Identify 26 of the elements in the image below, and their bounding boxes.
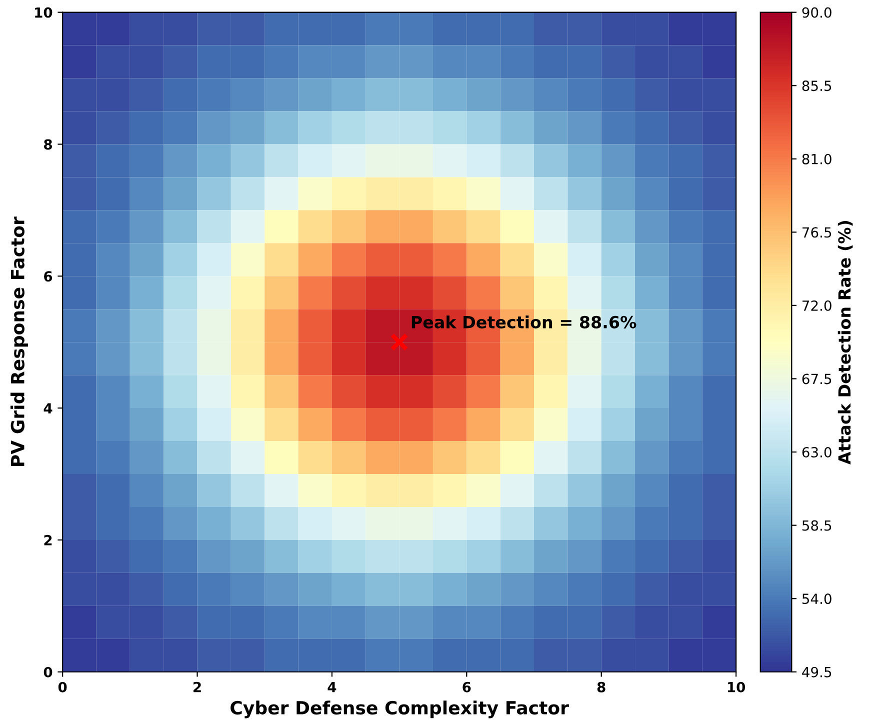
color-bar-title: Attack Detection Rate (%) — [838, 221, 853, 465]
color-bar-label: 72.0 — [802, 300, 832, 311]
color-bar-label: 85.5 — [802, 80, 832, 92]
x-tick-label: 6 — [462, 682, 471, 692]
x-tick-label: 8 — [597, 682, 606, 692]
color-bar-label: 49.5 — [802, 666, 832, 678]
y-tick-label: 10 — [35, 7, 52, 18]
x-tick-label: 2 — [194, 682, 201, 692]
color-bar-label: 67.5 — [802, 374, 832, 384]
color-bar-label: 54.0 — [802, 594, 832, 604]
annotation: Peak Detection = 88.6% — [412, 316, 636, 328]
y-tick-label: 6 — [44, 271, 52, 282]
color-bar-label: 81.0 — [802, 154, 832, 164]
y-tick-label: 0 — [44, 666, 52, 678]
x-tick-label: 10 — [728, 682, 746, 692]
y-tick-label: 8 — [44, 139, 52, 150]
color-bar-label: 58.5 — [802, 520, 832, 531]
x-tick-label: 4 — [328, 682, 336, 692]
color-bar-label: 76.5 — [802, 227, 832, 238]
color-bar-label: 90.0 — [802, 7, 832, 18]
y-axis-title: PV Grid Response Factor — [10, 216, 28, 466]
y-tick-label: 4 — [44, 403, 52, 414]
color-bar-label: 63.0 — [802, 446, 832, 458]
x-axis-title: Cyber Defense Complexity Factor — [230, 700, 569, 718]
y-tick-label: 2 — [44, 534, 52, 546]
x-tick-label: 0 — [58, 682, 67, 692]
